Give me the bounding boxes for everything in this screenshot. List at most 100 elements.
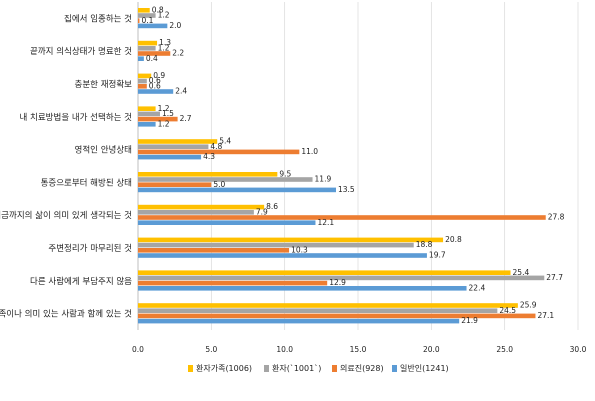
legend-label: 환자(`1001`) <box>272 363 321 373</box>
legend-label: 환자가족(1006) <box>196 363 252 373</box>
category-label: 내 치료방법을 내가 선택하는 것 <box>20 112 133 123</box>
x-tick-label: 20.0 <box>423 345 440 354</box>
bar <box>138 237 444 243</box>
data-label: 1.2 <box>158 11 170 20</box>
bar <box>138 242 414 248</box>
data-label: 21.9 <box>461 316 478 325</box>
bar <box>138 139 218 144</box>
bar <box>138 318 460 324</box>
x-tick-label: 10.0 <box>276 345 293 354</box>
bar <box>138 23 168 29</box>
category-label: 영적인 안녕상태 <box>75 145 132 156</box>
bar <box>138 149 300 155</box>
bar <box>138 51 171 56</box>
x-tick-label: 30.0 <box>570 345 587 354</box>
data-label: 19.7 <box>429 251 446 260</box>
bar <box>138 187 336 193</box>
bar <box>138 106 156 111</box>
data-label: 25.4 <box>513 268 530 277</box>
bar <box>138 78 147 84</box>
data-label: 4.8 <box>210 142 222 151</box>
bar <box>138 308 498 313</box>
data-label: 9.5 <box>279 169 291 178</box>
data-label: 0.1 <box>141 16 153 25</box>
data-label: 27.7 <box>546 273 563 282</box>
data-label: 2.2 <box>172 49 184 58</box>
data-label: 22.4 <box>469 283 486 292</box>
bar <box>138 116 178 122</box>
bar <box>138 280 328 286</box>
bar <box>138 177 313 182</box>
legend-swatch <box>264 365 269 372</box>
category-label: 다른 사람에게 부담주지 않음 <box>30 276 132 287</box>
data-label: 11.0 <box>301 147 318 156</box>
data-label: 27.1 <box>537 311 554 320</box>
x-tick-label: 5.0 <box>205 345 217 354</box>
data-label: 7.9 <box>256 207 268 216</box>
category-label: 지금까지의 삶이 의미 있게 생각되는 것 <box>0 210 132 221</box>
bar <box>138 154 202 160</box>
data-label: 1.2 <box>158 104 170 113</box>
bar <box>138 122 156 127</box>
bar <box>138 46 156 51</box>
data-label: 12.1 <box>317 218 334 227</box>
bar <box>138 172 278 177</box>
category-label: 주변정리가 마무리된 것 <box>48 243 132 254</box>
bar <box>138 56 144 61</box>
data-label: 2.7 <box>180 114 192 123</box>
bar <box>138 210 254 215</box>
grid-lines <box>137 2 579 330</box>
category-label: 통증으로부터 해방된 상태 <box>41 177 132 188</box>
x-axis-ticks: 0.0 5.0 10.0 15.0 20.0 25.0 30.0 <box>132 345 587 354</box>
bar <box>138 270 511 275</box>
bar <box>138 313 536 319</box>
data-label: 27.8 <box>548 213 565 222</box>
data-label: 2.4 <box>175 87 187 96</box>
x-tick-label: 0.0 <box>132 345 144 354</box>
bar <box>138 220 316 225</box>
data-label: 0.9 <box>153 71 165 80</box>
x-tick-label: 15.0 <box>350 345 367 354</box>
category-label: 가족이나 의미 있는 사람과 함께 있는 것 <box>0 309 132 320</box>
bar <box>138 84 147 89</box>
bar <box>138 204 265 210</box>
data-label: 1.2 <box>158 119 170 128</box>
data-label: 13.5 <box>338 185 355 194</box>
x-tick-label: 25.0 <box>496 345 513 354</box>
legend-label: 일반인(1241) <box>400 363 449 373</box>
data-label: 5.4 <box>219 137 231 146</box>
bar <box>138 248 290 253</box>
bar <box>138 144 209 149</box>
legend-swatch <box>392 365 397 372</box>
data-label: 24.5 <box>499 306 516 315</box>
data-label: 0.6 <box>149 81 161 90</box>
legend-label: 의료진(928) <box>340 363 384 373</box>
data-label: 0.8 <box>152 5 164 14</box>
category-label: 충분한 재정확보 <box>75 79 133 90</box>
bar <box>138 303 518 308</box>
data-label: 1.3 <box>159 38 171 47</box>
data-label: 0.4 <box>146 54 158 63</box>
bar <box>138 89 174 94</box>
bar <box>138 253 427 258</box>
legend-swatch <box>332 365 337 372</box>
data-label: 12.9 <box>329 278 346 287</box>
data-label: 10.3 <box>291 245 308 254</box>
bars: 0.81.20.12.01.31.22.20.40.90.60.62.41.21… <box>138 5 565 325</box>
bar <box>138 13 156 18</box>
data-label: 4.3 <box>203 152 215 161</box>
data-label: 11.9 <box>315 175 332 184</box>
data-label: 18.8 <box>416 240 433 249</box>
data-label: 1.5 <box>162 109 174 118</box>
bar <box>138 40 158 46</box>
data-label: 5.0 <box>213 180 225 189</box>
data-label: 20.8 <box>445 235 462 244</box>
bar <box>138 286 467 291</box>
bar <box>138 73 152 79</box>
bar <box>138 111 160 117</box>
legend: 환자가족(1006) 환자(`1001`) 의료진(928) 일반인(1241) <box>188 363 449 373</box>
bar <box>138 275 545 281</box>
category-label: 집에서 임종하는 것 <box>64 13 132 24</box>
